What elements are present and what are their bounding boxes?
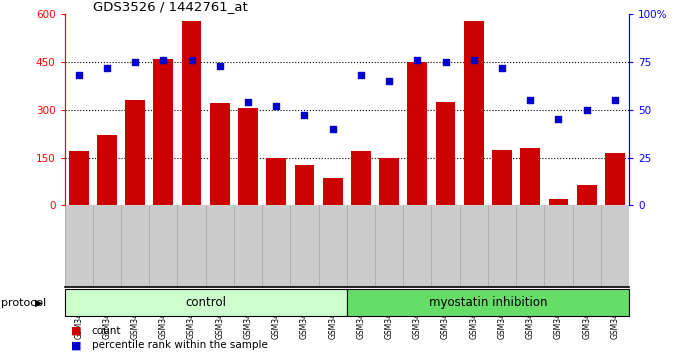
Text: myostatin inhibition: myostatin inhibition	[428, 296, 547, 309]
Point	[469, 57, 479, 63]
Text: percentile rank within the sample: percentile rank within the sample	[92, 340, 268, 350]
Point	[101, 65, 112, 70]
Point	[384, 78, 394, 84]
Point	[609, 97, 620, 103]
Bar	[520, 148, 540, 205]
Point	[525, 97, 536, 103]
Bar	[351, 151, 371, 205]
Point	[73, 73, 84, 78]
Text: ■: ■	[71, 326, 82, 336]
Point	[440, 59, 451, 65]
Point	[553, 116, 564, 122]
Point	[299, 113, 310, 118]
Bar	[267, 158, 286, 205]
Text: control: control	[185, 296, 226, 309]
Point	[412, 57, 423, 63]
Bar	[577, 185, 596, 205]
Bar	[436, 102, 456, 205]
Point	[327, 126, 338, 132]
Bar	[69, 151, 88, 205]
Bar	[605, 153, 625, 205]
Text: count: count	[92, 326, 121, 336]
Point	[496, 65, 507, 70]
Bar	[97, 135, 117, 205]
Bar	[379, 158, 399, 205]
Point	[581, 107, 592, 113]
Bar	[549, 199, 568, 205]
Point	[243, 99, 254, 105]
Bar	[182, 21, 201, 205]
Bar	[407, 62, 427, 205]
Point	[271, 103, 282, 109]
Text: ▶: ▶	[35, 298, 43, 308]
Point	[186, 57, 197, 63]
Bar	[294, 166, 314, 205]
Bar	[492, 149, 512, 205]
Point	[158, 57, 169, 63]
Bar	[323, 178, 343, 205]
Bar	[347, 289, 629, 316]
Point	[356, 73, 367, 78]
Bar	[210, 103, 230, 205]
Bar	[65, 289, 347, 316]
Point	[214, 63, 225, 69]
Bar	[125, 100, 145, 205]
Text: protocol: protocol	[1, 298, 47, 308]
Bar	[154, 59, 173, 205]
Point	[130, 59, 141, 65]
Text: ■: ■	[71, 340, 82, 350]
Bar	[238, 108, 258, 205]
Bar	[464, 21, 483, 205]
Text: GDS3526 / 1442761_at: GDS3526 / 1442761_at	[92, 0, 248, 13]
